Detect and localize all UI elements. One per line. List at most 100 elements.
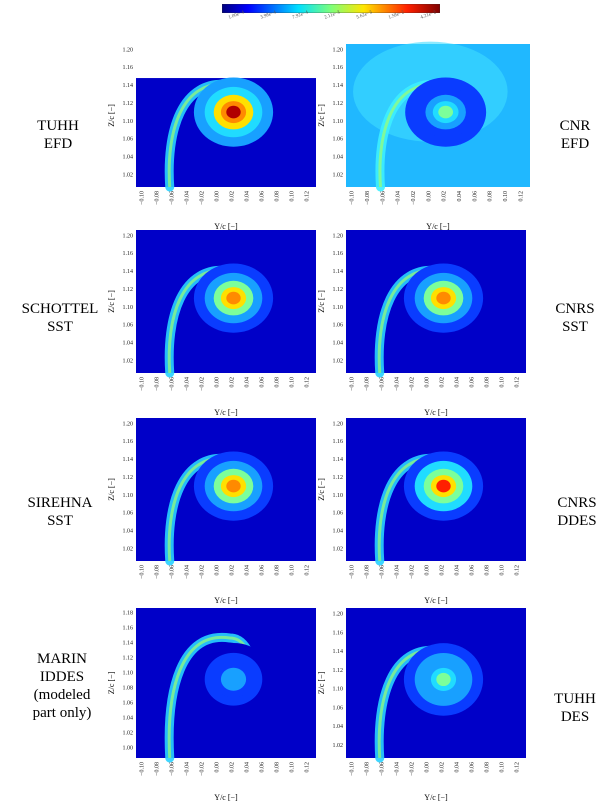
heatmap-panel: −0.10 −0.08 −0.06 −0.04 −0.02 0.00 0.02 0.04 0.0… <box>317 230 526 418</box>
x-tick-label: 0.04 <box>455 377 461 388</box>
y-tick-label: 1.14 <box>333 457 344 463</box>
y-tick-label: 1.12 <box>333 287 344 293</box>
vortex-contour <box>226 479 241 493</box>
y-tick-label: 1.04 <box>123 155 134 161</box>
x-tick-label: −0.10 <box>350 762 356 776</box>
y-tick-label: 1.06 <box>333 511 344 517</box>
y-tick-label: 1.02 <box>333 358 344 364</box>
x-tick-label: 0.08 <box>485 565 491 576</box>
vortex-contour <box>436 291 451 305</box>
x-tick-label: −0.08 <box>155 191 161 205</box>
y-tick-label: 1.10 <box>123 119 134 125</box>
y-tick-label: 1.12 <box>123 475 134 481</box>
x-tick-label: −0.06 <box>380 191 386 205</box>
vortex-contour <box>226 291 241 305</box>
no-data-region <box>136 44 316 79</box>
y-tick-label: 1.00 <box>123 746 134 752</box>
y-tick-label: 1.10 <box>333 305 344 311</box>
x-tick-label: 0.08 <box>275 377 281 388</box>
x-tick-label: −0.02 <box>200 565 206 579</box>
heatmap-panel: −0.10 −0.08 −0.06 −0.04 −0.02 0.00 0.02 0.04 0.0… <box>317 41 530 232</box>
y-tick-label: 1.10 <box>123 671 134 677</box>
x-tick-label: −0.10 <box>140 377 146 391</box>
y-tick-label: 1.10 <box>333 119 344 125</box>
y-tick-label: 1.12 <box>333 101 344 107</box>
x-tick-label: 0.12 <box>515 377 521 388</box>
x-tick-label: 0.00 <box>425 565 431 576</box>
x-tick-label: 0.10 <box>290 565 296 576</box>
y-tick-label: 1.06 <box>123 323 134 329</box>
x-tick-label: 0.04 <box>457 191 463 202</box>
y-tick-label: 1.02 <box>123 358 134 364</box>
y-tick-label: 1.16 <box>333 65 344 71</box>
x-tick-label: 0.10 <box>290 191 296 202</box>
x-tick-label: −0.08 <box>155 377 161 391</box>
y-tick-label: 1.12 <box>123 101 134 107</box>
heatmap-svg: −0.10 −0.08 −0.06 −0.04 −0.02 0.00 0.02 0.04 0.0… <box>107 230 316 417</box>
x-tick-label: 0.08 <box>275 191 281 202</box>
x-tick-label: −0.06 <box>170 377 176 391</box>
x-tick-label: 0.02 <box>440 377 446 388</box>
y-tick-label: 1.10 <box>333 687 344 693</box>
x-tick-label: −0.10 <box>140 565 146 579</box>
x-tick-label: 0.12 <box>305 191 311 202</box>
y-tick-label: 1.16 <box>123 626 134 632</box>
y-tick-label: 1.02 <box>123 546 134 552</box>
heatmap-svg: −0.10 −0.08 −0.06 −0.04 −0.02 0.00 0.02 0.04 0.0… <box>107 418 316 605</box>
y-tick-label: 1.14 <box>333 649 344 655</box>
y-tick-label: 1.10 <box>123 305 134 311</box>
y-tick-label: 1.12 <box>333 475 344 481</box>
y-tick-label: 1.20 <box>123 421 134 427</box>
vortex-contour <box>226 105 241 119</box>
label-cnrs-sst: CNRS SST <box>555 301 595 335</box>
x-tick-label: 0.02 <box>230 762 236 773</box>
x-tick-label: 0.12 <box>305 565 311 576</box>
x-tick-label: 0.12 <box>515 565 521 576</box>
y-tick-label: 1.14 <box>333 83 344 89</box>
x-tick-label: −0.06 <box>380 565 386 579</box>
x-tick-label: −0.02 <box>410 377 416 391</box>
x-axis-label: Y/c [−] <box>214 596 238 605</box>
y-tick-label: 1.04 <box>333 724 344 730</box>
x-tick-label: −0.06 <box>170 762 176 776</box>
x-tick-label: 0.08 <box>485 762 491 773</box>
x-axis-label: Y/c [−] <box>424 596 448 605</box>
y-tick-label: 1.06 <box>333 137 344 143</box>
y-tick-label: 1.12 <box>123 656 134 662</box>
x-tick-label: 0.04 <box>455 762 461 773</box>
y-tick-label: 1.16 <box>123 439 134 445</box>
x-tick-label: −0.10 <box>140 762 146 776</box>
label-tuhh-efd: TUHH EFD <box>37 118 79 152</box>
x-tick-label: −0.02 <box>410 565 416 579</box>
x-tick-label: −0.04 <box>395 377 401 391</box>
x-tick-label: 0.00 <box>426 191 432 202</box>
colorbar <box>222 4 440 13</box>
x-tick-label: 0.08 <box>488 191 494 202</box>
x-tick-label: 0.00 <box>215 191 221 202</box>
y-tick-label: 1.04 <box>333 529 344 535</box>
y-tick-label: 1.04 <box>123 716 134 722</box>
x-tick-label: −0.08 <box>365 191 371 205</box>
x-tick-label: −0.08 <box>155 565 161 579</box>
x-tick-label: 0.02 <box>442 191 448 202</box>
y-tick-label: 1.02 <box>123 731 134 737</box>
y-tick-label: 1.20 <box>333 612 344 618</box>
y-tick-label: 1.14 <box>123 83 134 89</box>
x-tick-label: −0.04 <box>396 191 402 205</box>
x-tick-label: 0.04 <box>245 377 251 388</box>
x-tick-label: 0.02 <box>230 377 236 388</box>
vortex-contour <box>226 672 241 686</box>
y-tick-label: 1.16 <box>333 251 344 257</box>
y-tick-label: 1.08 <box>123 686 134 692</box>
x-tick-label: 0.08 <box>275 565 281 576</box>
x-tick-label: 0.10 <box>290 377 296 388</box>
y-tick-label: 1.20 <box>123 233 134 239</box>
y-axis-label: Z/c [−] <box>317 478 326 501</box>
y-tick-label: 1.20 <box>333 233 344 239</box>
x-tick-label: −0.06 <box>170 565 176 579</box>
x-tick-label: −0.08 <box>155 762 161 776</box>
vortex-contour <box>438 105 454 119</box>
x-tick-label: 0.00 <box>215 762 221 773</box>
x-tick-label: 0.02 <box>440 762 446 773</box>
x-tick-label: −0.04 <box>185 565 191 579</box>
